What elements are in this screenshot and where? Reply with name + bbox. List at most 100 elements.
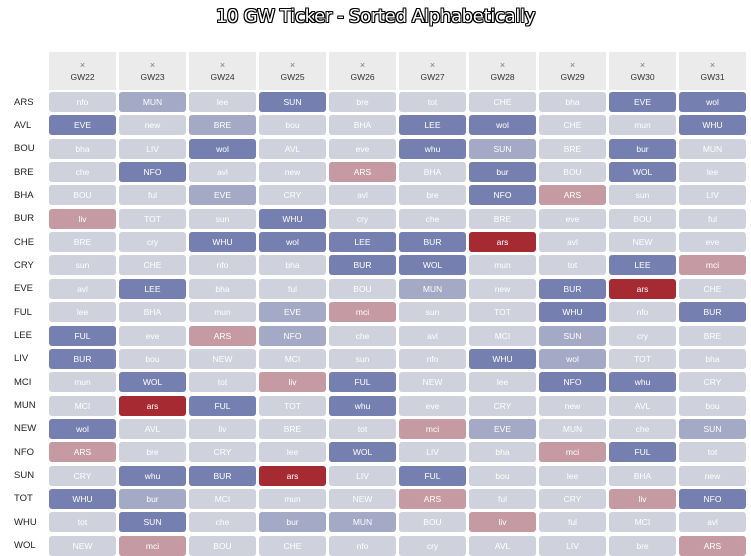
fixture-cell: TOT — [609, 348, 676, 369]
fixture-cell: CRY — [469, 395, 536, 416]
fixture-cell: SUN — [259, 92, 326, 112]
fixture-cell: mci — [679, 255, 746, 276]
fixture-cell: CRY — [49, 465, 116, 486]
remove-column-icon[interactable]: × — [569, 60, 576, 70]
fixture-cell: ARS — [679, 535, 746, 556]
fixture-cell: AVL — [609, 395, 676, 416]
fixture-cell: ars — [259, 465, 326, 486]
fixture-cell: bre — [609, 535, 676, 556]
fixture-cell: LEE — [609, 255, 676, 276]
fixture-cell: mun — [609, 115, 676, 136]
fixture-cell: sun — [189, 208, 256, 229]
fixture-cell: LEE — [329, 232, 396, 253]
fixture-cell: FUL — [399, 465, 466, 486]
team-label: CRY — [14, 259, 34, 271]
fixture-cell: FUL — [329, 372, 396, 393]
fixture-cell: BRE — [469, 208, 536, 229]
fixture-cell: wol — [259, 232, 326, 253]
fixture-cell: NFO — [679, 488, 746, 509]
gw-column-header: × GW29 — [539, 52, 606, 90]
fixture-cell: BUR — [399, 232, 466, 253]
fixture-cell: wol — [49, 418, 116, 439]
team-label: AVL — [14, 119, 32, 131]
team-label: FUL — [14, 306, 32, 318]
remove-column-icon[interactable]: × — [709, 60, 716, 70]
chart-title: 10 GW Ticker - Sorted Alphabetically — [215, 6, 536, 27]
fixture-cell: ARS — [399, 488, 466, 509]
remove-column-icon[interactable]: × — [149, 60, 156, 70]
fixture-cell: bha — [49, 138, 116, 159]
fixture-cell: NFO — [469, 185, 536, 206]
fixture-cell: LIV — [679, 185, 746, 206]
fixture-cell: EVE — [189, 185, 256, 206]
fixture-cell: liv — [609, 488, 676, 509]
fixture-cell: whu — [609, 372, 676, 393]
fixture-cell: mci — [119, 535, 186, 556]
fixture-cell: lee — [469, 372, 536, 393]
remove-column-icon[interactable]: × — [289, 60, 296, 70]
fixture-cell: CRY — [189, 442, 256, 463]
fixture-cell: avl — [399, 325, 466, 346]
fixture-cell: liv — [189, 418, 256, 439]
fixture-cell: ful — [119, 185, 186, 206]
fixture-cell: MCI — [189, 488, 256, 509]
fixture-cell: eve — [399, 395, 466, 416]
fixture-cell: BOU — [329, 278, 396, 299]
fixture-cell: ARS — [189, 325, 256, 346]
fixture-cell: nfo — [189, 255, 256, 276]
fixture-cell: mun — [469, 255, 536, 276]
fixture-cell: CRY — [259, 185, 326, 206]
team-label: NEW — [14, 423, 37, 435]
fixture-cell: avl — [539, 232, 606, 253]
fixture-cell: MCI — [259, 348, 326, 369]
fixture-cell: che — [399, 208, 466, 229]
fixture-cell: WHU — [539, 302, 606, 323]
remove-column-icon[interactable]: × — [359, 60, 366, 70]
fixture-cell: FUL — [609, 442, 676, 463]
remove-column-icon[interactable]: × — [79, 60, 86, 70]
remove-column-icon[interactable]: × — [499, 60, 506, 70]
fixture-cell: LIV — [399, 442, 466, 463]
fixture-cell: BHA — [119, 302, 186, 323]
fixture-cell: NEW — [49, 535, 116, 556]
fixture-cell: whu — [399, 138, 466, 159]
fixture-cell: bou — [469, 465, 536, 486]
fixture-cell: CHE — [539, 115, 606, 136]
gw-column-header: × GW31 — [679, 52, 746, 90]
fixture-cell: BOU — [609, 208, 676, 229]
team-label: ARS — [14, 96, 34, 108]
fixture-cell: ARS — [329, 162, 396, 183]
fixture-cell: che — [329, 325, 396, 346]
gw-column-header: × GW24 — [189, 52, 256, 90]
fixture-cell: CHE — [259, 535, 326, 556]
fixture-cell: lee — [259, 442, 326, 463]
fixture-cell: WHU — [259, 208, 326, 229]
fixture-cell: mun — [259, 488, 326, 509]
fixture-cell: SUN — [119, 512, 186, 533]
fixture-cell: LEE — [399, 115, 466, 136]
fixture-cell: liv — [49, 208, 116, 229]
fixture-cell: che — [609, 418, 676, 439]
remove-column-icon[interactable]: × — [639, 60, 646, 70]
fixture-cell: WOL — [399, 255, 466, 276]
remove-column-icon[interactable]: × — [429, 60, 436, 70]
fixture-cell: MUN — [539, 418, 606, 439]
fixture-cell: NFO — [119, 162, 186, 183]
fixture-cell: nfo — [49, 92, 116, 112]
fixture-cell: new — [469, 278, 536, 299]
team-label: BOU — [14, 143, 35, 155]
fixture-cell: tot — [49, 512, 116, 533]
fixture-cell: bur — [609, 138, 676, 159]
fixture-cell: WHU — [49, 488, 116, 509]
fixture-cell: NFO — [539, 372, 606, 393]
remove-column-icon[interactable]: × — [219, 60, 226, 70]
fixture-cell: MCI — [469, 325, 536, 346]
gw-label: GW25 — [280, 72, 305, 82]
gw-label: GW30 — [630, 72, 655, 82]
fixture-cell: lee — [189, 92, 256, 112]
fixture-cell: bou — [259, 115, 326, 136]
fixture-cell: nfo — [329, 535, 396, 556]
fixture-cell: MUN — [119, 92, 186, 112]
fixture-cell: bur — [469, 162, 536, 183]
gw-label: GW27 — [420, 72, 445, 82]
